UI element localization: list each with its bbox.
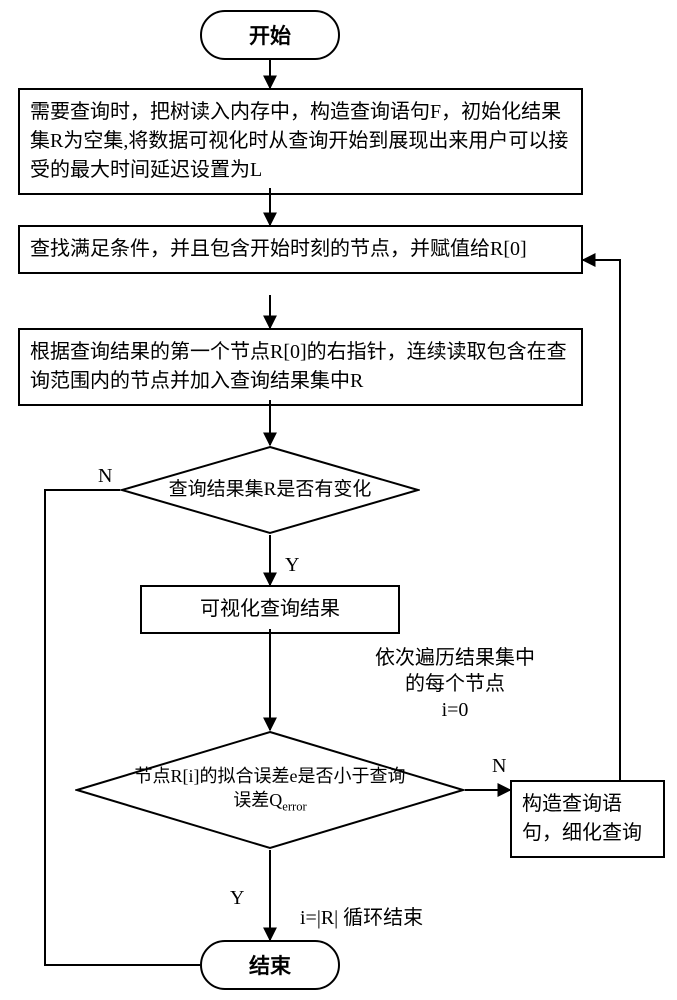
process-refine-query: 构造查询语句，细化查询 bbox=[510, 780, 665, 858]
label-d2-yes: Y bbox=[230, 885, 244, 911]
end-terminator: 结束 bbox=[200, 940, 340, 990]
edge-p5_t-p2_r bbox=[583, 260, 620, 780]
label-d1-no: N bbox=[98, 463, 112, 489]
decision-fit-error: 节点R[i]的拟合误差e是否小于查询误差Qerror bbox=[75, 730, 465, 850]
label-iterate: 依次遍历结果集中 的每个节点 i=0 bbox=[375, 645, 535, 723]
label-d1-yes: Y bbox=[285, 552, 299, 578]
process-refine-query-text: 构造查询语句，细化查询 bbox=[522, 793, 642, 844]
process-read-range-text: 根据查询结果的第一个节点R[0]的右指针，连续读取包含在查询范围内的节点并加入查… bbox=[30, 341, 567, 392]
label-d2-no: N bbox=[492, 753, 506, 779]
process-read-range: 根据查询结果的第一个节点R[0]的右指针，连续读取包含在查询范围内的节点并加入查… bbox=[18, 328, 583, 406]
process-visualize: 可视化查询结果 bbox=[140, 585, 400, 634]
process-find-start-node: 查找满足条件，并且包含开始时刻的节点，并赋值给R[0] bbox=[18, 225, 583, 274]
end-label: 结束 bbox=[249, 950, 291, 980]
decision-fit-error-text: 节点R[i]的拟合误差e是否小于查询误差Qerror bbox=[130, 765, 410, 814]
label-loop-end: i=|R| 循环结束 bbox=[300, 905, 423, 931]
decision-result-changed: 查询结果集R是否有变化 bbox=[120, 445, 420, 535]
process-init-text: 需要查询时，把树读入内存中，构造查询语句F，初始化结果集R为空集,将数据可视化时… bbox=[30, 101, 568, 181]
process-find-start-node-text: 查找满足条件，并且包含开始时刻的节点，并赋值给R[0] bbox=[30, 238, 527, 260]
process-init: 需要查询时，把树读入内存中，构造查询语句F，初始化结果集R为空集,将数据可视化时… bbox=[18, 88, 583, 195]
flowchart-canvas: 开始 需要查询时，把树读入内存中，构造查询语句F，初始化结果集R为空集,将数据可… bbox=[0, 0, 677, 1000]
edge-d1_l-loop_nw bbox=[45, 490, 200, 965]
start-terminator: 开始 bbox=[200, 10, 340, 60]
decision-result-changed-text: 查询结果集R是否有变化 bbox=[169, 478, 372, 503]
process-visualize-text: 可视化查询结果 bbox=[200, 598, 340, 620]
start-label: 开始 bbox=[249, 20, 291, 50]
